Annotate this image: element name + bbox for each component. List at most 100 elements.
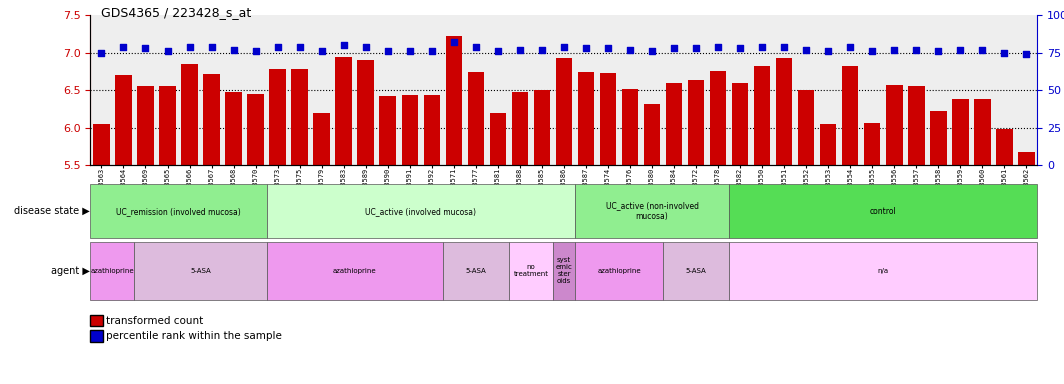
Point <box>489 48 506 55</box>
Point <box>1018 51 1035 57</box>
Text: 5-ASA: 5-ASA <box>465 268 486 274</box>
Bar <box>509 242 553 300</box>
Text: UC_active (non-involved
mucosa): UC_active (non-involved mucosa) <box>605 202 698 221</box>
Text: UC_remission (involved mucosa): UC_remission (involved mucosa) <box>116 207 240 216</box>
Bar <box>952 99 968 165</box>
Bar <box>401 96 418 165</box>
Point <box>842 44 859 50</box>
Bar <box>732 83 748 165</box>
Bar <box>226 92 242 165</box>
Point <box>599 45 616 51</box>
Point <box>313 48 330 55</box>
Point <box>423 48 440 55</box>
Point <box>269 44 286 50</box>
Bar <box>754 66 770 165</box>
Point <box>379 48 396 55</box>
Bar <box>115 75 132 165</box>
Point <box>621 47 638 53</box>
Bar <box>886 85 902 165</box>
Point <box>819 48 836 55</box>
Text: syst
emic
ster
oids: syst emic ster oids <box>555 257 572 284</box>
Bar <box>996 129 1013 165</box>
Bar <box>90 184 267 238</box>
Point <box>247 48 264 55</box>
Point <box>137 45 154 51</box>
Bar <box>467 71 484 165</box>
Point <box>930 48 947 55</box>
Bar <box>247 94 264 165</box>
Bar <box>729 242 1037 300</box>
Bar <box>267 184 575 238</box>
Bar <box>203 74 220 165</box>
Bar <box>974 99 991 165</box>
Bar <box>423 96 440 165</box>
Bar <box>644 104 661 165</box>
Bar <box>575 184 729 238</box>
Bar <box>776 58 793 165</box>
Text: azathioprine: azathioprine <box>597 268 641 274</box>
Point <box>798 47 815 53</box>
Bar <box>600 73 616 165</box>
Bar <box>181 64 198 165</box>
Bar <box>578 71 594 165</box>
Bar <box>160 86 176 165</box>
Text: agent ▶: agent ▶ <box>50 266 89 276</box>
Bar <box>137 86 154 165</box>
Text: n/a: n/a <box>878 268 888 274</box>
Bar <box>94 124 110 165</box>
Bar <box>512 92 528 165</box>
Point <box>358 44 375 50</box>
Point <box>996 50 1013 56</box>
Bar <box>553 242 575 300</box>
Bar <box>335 56 352 165</box>
Text: azathioprine: azathioprine <box>333 268 377 274</box>
Point <box>446 39 463 45</box>
Bar <box>575 242 663 300</box>
Bar <box>842 66 859 165</box>
Point <box>885 47 902 53</box>
Point <box>292 44 309 50</box>
Bar <box>292 69 307 165</box>
Text: UC_active (involved mucosa): UC_active (involved mucosa) <box>365 207 477 216</box>
Point <box>533 47 550 53</box>
Bar <box>820 124 836 165</box>
Point <box>401 48 418 55</box>
Text: percentile rank within the sample: percentile rank within the sample <box>106 331 282 341</box>
Point <box>665 45 682 51</box>
Bar <box>621 89 638 165</box>
Point <box>776 44 793 50</box>
Text: GDS4365 / 223428_s_at: GDS4365 / 223428_s_at <box>101 6 251 19</box>
Point <box>335 42 352 48</box>
Point <box>203 44 220 50</box>
Text: disease state ▶: disease state ▶ <box>14 206 89 216</box>
Bar <box>269 69 286 165</box>
Point <box>710 44 727 50</box>
Bar <box>446 36 462 165</box>
Text: 5-ASA: 5-ASA <box>685 268 706 274</box>
Text: control: control <box>870 207 897 216</box>
Bar <box>90 242 134 300</box>
Bar <box>710 71 727 165</box>
Point <box>512 47 529 53</box>
Bar <box>380 96 396 165</box>
Bar <box>358 60 373 165</box>
Point <box>864 48 881 55</box>
Point <box>115 44 132 50</box>
Bar <box>1018 152 1034 165</box>
Bar <box>663 242 729 300</box>
Point <box>467 44 484 50</box>
Bar <box>930 111 947 165</box>
Text: azathioprine: azathioprine <box>90 268 134 274</box>
Bar <box>864 123 881 165</box>
Bar <box>489 113 506 165</box>
Bar <box>908 86 925 165</box>
Point <box>753 44 770 50</box>
Point <box>578 45 595 51</box>
Text: no
treatment: no treatment <box>514 264 548 277</box>
Bar <box>443 242 509 300</box>
Bar <box>134 242 267 300</box>
Bar <box>729 184 1037 238</box>
Text: transformed count: transformed count <box>106 316 203 326</box>
Point <box>555 44 572 50</box>
Bar <box>267 242 443 300</box>
